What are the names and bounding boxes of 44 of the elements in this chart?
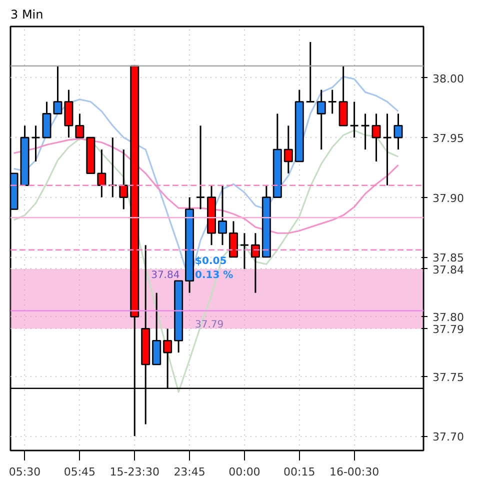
candlestick [75, 112, 84, 138]
x-tick-label: 05:45 [64, 466, 96, 478]
candlestick [372, 112, 381, 162]
y-tick-label: 37.80 [432, 311, 464, 324]
candlestick [338, 65, 348, 126]
candlestick [42, 100, 52, 138]
y-tick-label: 38.00 [432, 72, 464, 86]
candlestick [328, 89, 338, 114]
y-tick-label: 37.90 [432, 192, 464, 205]
candlestick [53, 65, 62, 114]
candlestick [152, 292, 162, 366]
candlestick [250, 232, 260, 294]
candlestick [64, 89, 74, 138]
annotation: 37.79 [195, 320, 224, 331]
candlestick [382, 112, 392, 186]
candlestick [284, 124, 293, 174]
candlestick [31, 124, 40, 162]
candlestick [240, 232, 250, 270]
x-tick-label: 00:15 [284, 466, 316, 478]
candlestick [218, 184, 227, 246]
candlestick [394, 112, 403, 150]
y-tick-label: 37.75 [432, 370, 464, 384]
y-tick-label: 37.85 [432, 252, 464, 265]
y-tick-label: 37.95 [432, 132, 464, 146]
y-tick-label: 37.84 [432, 263, 464, 276]
annotation: 37.84 [151, 270, 180, 281]
candlestick [97, 148, 106, 198]
candlestick [350, 100, 360, 138]
candlestick [306, 41, 316, 102]
x-tick-label: 05:30 [8, 466, 41, 478]
x-tick-label: 00:00 [228, 466, 260, 478]
x-tick-label: 15-23:30 [110, 466, 160, 478]
annotation: 0.13 % [195, 270, 234, 281]
candlestick [316, 89, 326, 150]
x-tick-label: 23:45 [174, 466, 206, 478]
candlestick [360, 112, 370, 150]
y-tick-label: 37.70 [432, 430, 464, 444]
chart-title: 3 Min [10, 8, 44, 22]
y-tick-label: 37.79 [432, 323, 464, 336]
candlestick [196, 124, 206, 210]
annotation: $0.05 [195, 256, 227, 267]
candlestick [228, 220, 238, 258]
x-tick-label: 16-00:30 [329, 466, 380, 478]
candlestick [119, 148, 128, 210]
